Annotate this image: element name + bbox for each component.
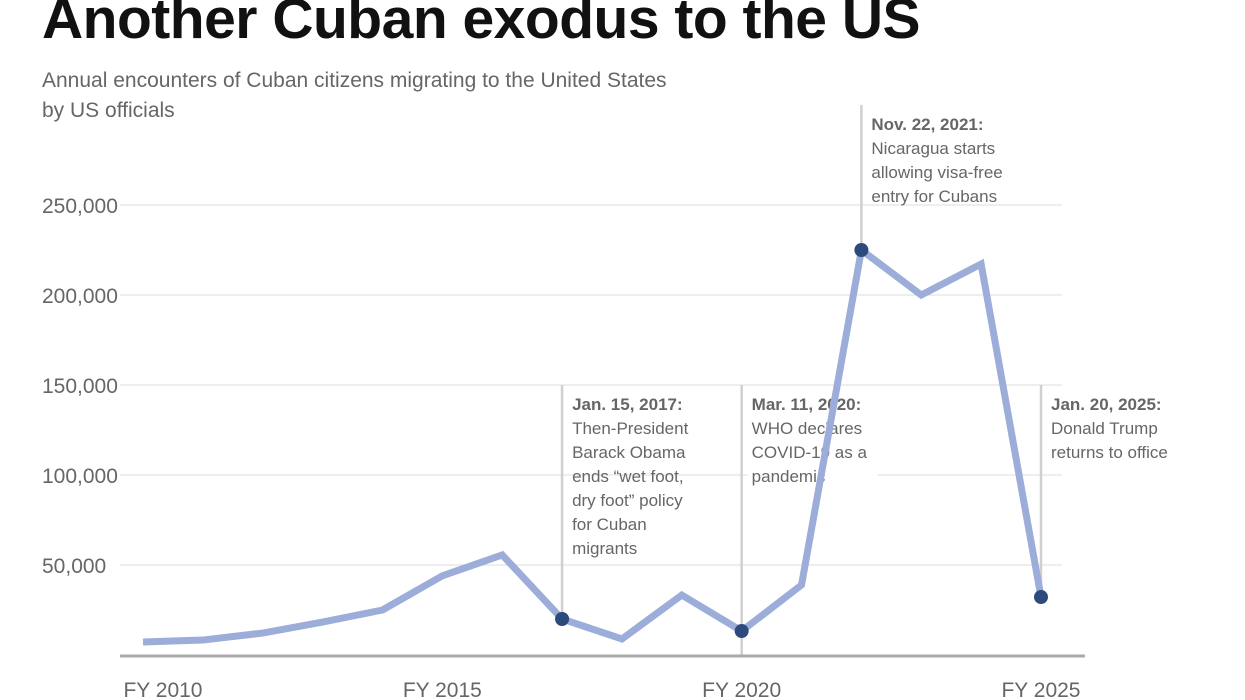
data-point-marker	[854, 243, 869, 257]
annotation-text: allowing visa-free	[871, 163, 1002, 182]
annotation-heading: Nov. 22, 2021:	[871, 115, 983, 134]
y-tick-label: 100,000	[42, 465, 118, 488]
annotation-text: migrants	[572, 539, 637, 558]
annotation-text: Donald Trump	[1051, 419, 1158, 438]
annotation-text: entry for Cubans	[871, 187, 997, 206]
annotation-text: for Cuban	[572, 515, 647, 534]
y-tick-label: 150,000	[42, 375, 118, 398]
annotation-text: COVID-19 as a	[752, 443, 868, 462]
data-point-marker	[555, 612, 570, 626]
chart-title: Another Cuban exodus to the US	[42, 0, 921, 51]
annotation-heading: Jan. 15, 2017:	[572, 395, 683, 414]
x-tick-label: FY 2015	[403, 679, 482, 700]
chart-subtitle: Annual encounters of Cuban citizens migr…	[42, 69, 667, 122]
annotation-text: returns to office	[1051, 443, 1168, 462]
data-point-marker	[1034, 590, 1048, 605]
annotation-text: ends “wet foot,	[572, 467, 684, 486]
data-point-marker	[734, 624, 749, 639]
x-tick-label: FY 2010	[123, 679, 202, 700]
series-line	[142, 243, 1045, 646]
annotation-text: pandemic	[752, 467, 826, 486]
annotation-heading: Mar. 11, 2020:	[752, 395, 862, 414]
x-tick-label: FY 2020	[702, 679, 781, 700]
annotation-text: WHO declares	[752, 419, 863, 438]
annotation-text: Nicaragua starts	[871, 139, 995, 158]
y-tick-label: 200,000	[42, 285, 118, 308]
annotation-text: dry foot” policy	[572, 491, 683, 510]
annotation-text: Barack Obama	[572, 443, 686, 462]
annotation-text: Then-President	[572, 419, 689, 438]
y-tick-label: 50,000	[42, 555, 106, 578]
annotation-background	[747, 392, 878, 494]
annotation-heading: Jan. 20, 2025:	[1051, 395, 1162, 414]
x-tick-label: FY 2025	[1001, 679, 1080, 700]
y-tick-label: 250,000	[42, 195, 118, 218]
